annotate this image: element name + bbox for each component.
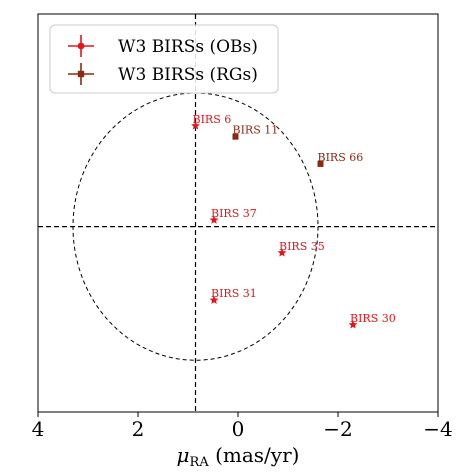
data-point-star	[209, 295, 219, 304]
point-label: BIRS 66	[318, 151, 364, 164]
data-point-star	[348, 320, 358, 329]
point-label: BIRS 30	[350, 312, 396, 325]
legend-label-obs: W3 BIRSs (OBs)	[118, 37, 258, 57]
data-point-square	[317, 160, 324, 167]
legend-marker-obs	[77, 42, 85, 50]
x-tick-label: 0	[232, 417, 245, 441]
x-tick-label: −2	[323, 417, 352, 441]
legend-item-obs: W3 BIRSs (OBs)	[68, 35, 258, 57]
x-tick-label: −4	[423, 417, 452, 441]
x-tick-label: 4	[32, 417, 45, 441]
legend: W3 BIRSs (OBs) W3 BIRSs (RGs)	[49, 24, 279, 94]
legend-item-rgs: W3 BIRSs (RGs)	[68, 63, 258, 85]
point-label: BIRS 35	[279, 240, 325, 253]
data-point-star	[277, 248, 287, 257]
plot-area: BIRS 6 BIRS 37 BIRS 35 BIRS 31 BIRS 30 BIRS 1…	[38, 14, 438, 412]
legend-label-rgs: W3 BIRSs (RGs)	[118, 65, 258, 85]
x-axis-title: μRA (mas/yr)	[177, 443, 300, 470]
point-label: BIRS 11	[233, 124, 279, 137]
data-point-star	[209, 215, 219, 224]
legend-marker-rgs	[77, 70, 85, 78]
legend-box	[49, 24, 279, 94]
x-tick-label: 2	[132, 417, 145, 441]
x-axis-ticks: 4 2 0 −2 −4	[32, 412, 453, 441]
point-label: BIRS 6	[193, 113, 232, 126]
data-point-star	[191, 121, 200, 130]
point-label: BIRS 31	[211, 287, 257, 300]
data-point-square	[232, 133, 239, 140]
point-label: BIRS 37	[211, 207, 257, 220]
